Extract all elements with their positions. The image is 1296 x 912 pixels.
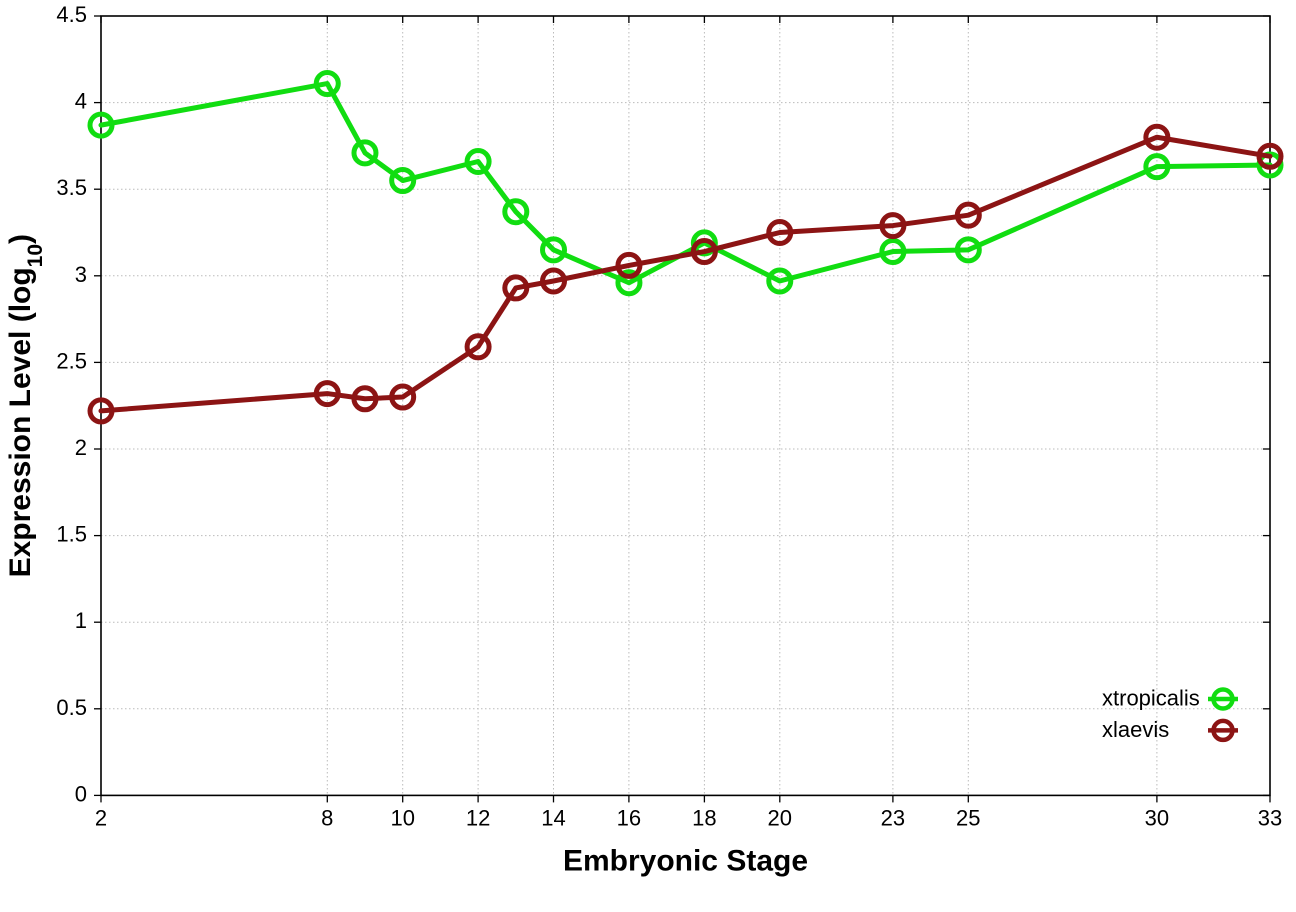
svg-text:2.5: 2.5 [56,348,87,373]
svg-text:14: 14 [541,805,565,830]
svg-text:23: 23 [881,805,905,830]
svg-text:16: 16 [617,805,641,830]
svg-text:xlaevis: xlaevis [1102,717,1169,742]
svg-text:4.5: 4.5 [56,2,87,27]
svg-text:1.5: 1.5 [56,522,87,547]
svg-text:18: 18 [692,805,716,830]
svg-text:33: 33 [1258,805,1282,830]
svg-text:4: 4 [75,89,87,114]
svg-text:30: 30 [1145,805,1169,830]
svg-text:8: 8 [321,805,333,830]
svg-text:10: 10 [390,805,414,830]
svg-text:20: 20 [768,805,792,830]
svg-text:xtropicalis: xtropicalis [1102,686,1200,711]
svg-text:Expression Level (log10): Expression Level (log10) [4,234,47,577]
svg-text:3: 3 [75,262,87,287]
svg-text:Embryonic Stage: Embryonic Stage [563,844,808,877]
svg-text:25: 25 [956,805,980,830]
svg-text:12: 12 [466,805,490,830]
svg-text:2: 2 [95,805,107,830]
svg-text:0.5: 0.5 [56,695,87,720]
svg-text:0: 0 [75,781,87,806]
svg-text:2: 2 [75,435,87,460]
svg-text:3.5: 3.5 [56,175,87,200]
svg-text:1: 1 [75,608,87,633]
